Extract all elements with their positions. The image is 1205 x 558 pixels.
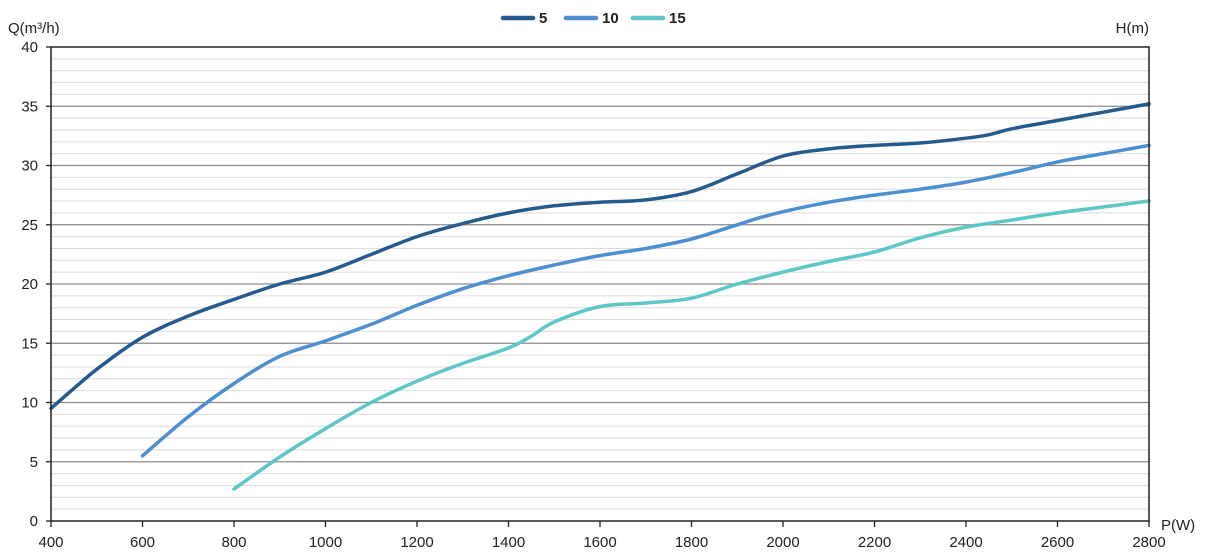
x-tick-label: 1600 xyxy=(583,534,616,551)
x-tick-label: 1000 xyxy=(309,534,342,551)
x-tick-label: 1200 xyxy=(400,534,433,551)
legend-label-15: 15 xyxy=(669,10,686,27)
y-tick-label: 10 xyxy=(21,395,38,412)
y-tick-label: 20 xyxy=(21,276,38,293)
y-tick-label: 5 xyxy=(30,454,38,471)
y-tick-label: 25 xyxy=(21,217,38,234)
y-tick-label: 30 xyxy=(21,158,38,175)
x-tick-label: 2600 xyxy=(1041,534,1074,551)
series-line-15 xyxy=(232,199,1151,491)
x-tick-label: 1400 xyxy=(492,534,525,551)
x-tick-label: 600 xyxy=(130,534,155,551)
y-tick-label: 15 xyxy=(21,335,38,352)
series-line-5 xyxy=(49,102,1151,411)
x-tick-label: 1800 xyxy=(675,534,708,551)
y-tick-label: 40 xyxy=(21,39,38,56)
legend-label-10: 10 xyxy=(602,10,619,27)
y-axis: 0 5 10 15 20 25 30 35 40 xyxy=(21,39,51,530)
minor-gridlines xyxy=(51,58,1149,510)
y2-axis-title: H(m) xyxy=(1116,20,1149,37)
y-axis-title: Q(m³/h) xyxy=(8,20,60,37)
legend: 5 10 15 xyxy=(500,10,686,27)
y-tick-label: 0 xyxy=(30,513,38,530)
series-line-10 xyxy=(140,143,1151,458)
x-tick-label: 800 xyxy=(221,534,246,551)
x-tick-label: 2400 xyxy=(949,534,982,551)
x-axis-title: P(W) xyxy=(1161,517,1195,534)
x-tick-label: 2000 xyxy=(766,534,799,551)
x-tick-label: 2200 xyxy=(858,534,891,551)
major-gridlines xyxy=(51,105,1149,463)
series-lines xyxy=(49,102,1151,491)
y-tick-label: 35 xyxy=(21,98,38,115)
x-tick-label: 2800 xyxy=(1132,534,1165,551)
legend-label-5: 5 xyxy=(539,10,547,27)
x-tick-label: 400 xyxy=(38,534,63,551)
x-axis: 400 600 800 1000 1200 1400 1600 1800 2000 2200 240… xyxy=(38,521,1166,551)
